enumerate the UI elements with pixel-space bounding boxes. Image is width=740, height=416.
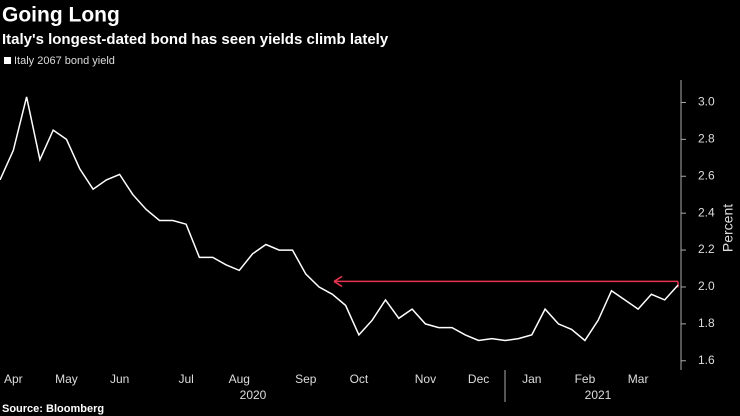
- x-tick-label: May: [55, 372, 78, 386]
- source: Source: Bloomberg: [2, 403, 104, 415]
- data-line: [0, 96, 679, 342]
- y-tick-label: 2.0: [698, 279, 715, 293]
- x-tick-label: Feb: [575, 372, 596, 386]
- chart-subtitle: Italy's longest-dated bond has seen yiel…: [2, 31, 389, 48]
- x-tick-label: Dec: [468, 372, 489, 386]
- y-tick-label: 3.0: [698, 95, 715, 109]
- x-tick-label: Jul: [178, 372, 193, 386]
- x-tick-label: Jan: [522, 372, 541, 386]
- y-tick-label: 1.6: [698, 353, 715, 367]
- legend-swatch: [4, 57, 11, 64]
- x-tick-label: Sep: [295, 372, 317, 386]
- x-tick-label: Oct: [350, 372, 369, 386]
- legend-label: Italy 2067 bond yield: [14, 55, 115, 67]
- reference-arrowhead: [333, 275, 343, 288]
- x-tick-label: Mar: [628, 372, 649, 386]
- y-tick-label: 2.4: [698, 205, 715, 219]
- y-tick-label: 2.2: [698, 242, 715, 256]
- x-tick-label: Apr: [4, 372, 23, 386]
- x-tick-label: Nov: [415, 372, 436, 386]
- y-tick-label: 1.8: [698, 316, 715, 330]
- y-tick-label: 2.6: [698, 168, 715, 182]
- y-tick-label: 2.8: [698, 132, 715, 146]
- x-group-label: 2020: [240, 388, 267, 402]
- x-tick-label: Aug: [229, 372, 250, 386]
- x-tick-label: Jun: [110, 372, 129, 386]
- chart-title: Going Long: [2, 4, 120, 27]
- x-group-label: 2021: [585, 388, 612, 402]
- y-axis-label: Percent: [720, 204, 736, 252]
